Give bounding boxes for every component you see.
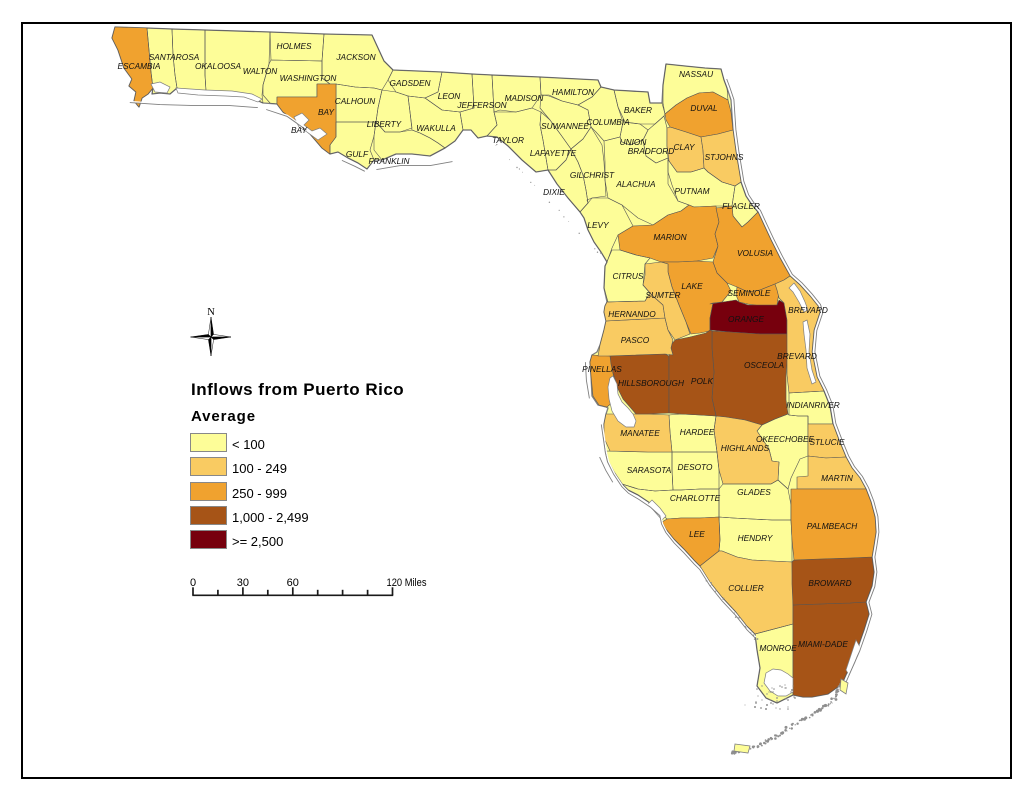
svg-text:HERNANDO: HERNANDO — [608, 309, 656, 319]
svg-text:30: 30 — [237, 577, 249, 589]
svg-text:JEFFERSON: JEFFERSON — [456, 100, 506, 110]
svg-text:HENDRY: HENDRY — [738, 533, 774, 543]
svg-text:DIXIE: DIXIE — [543, 187, 565, 197]
svg-text:MARTIN: MARTIN — [821, 473, 853, 483]
svg-text:BAY: BAY — [318, 107, 335, 117]
svg-text:GLADES: GLADES — [737, 487, 771, 497]
svg-text:COLLIER: COLLIER — [728, 583, 764, 593]
svg-text:LAFAYETTE: LAFAYETTE — [530, 148, 577, 158]
svg-text:POLK: POLK — [691, 376, 714, 386]
svg-text:FLAGLER: FLAGLER — [722, 201, 760, 211]
svg-text:INDIANRIVER: INDIANRIVER — [786, 400, 839, 410]
svg-text:LIBERTY: LIBERTY — [367, 119, 403, 129]
svg-text:SUWANNEE: SUWANNEE — [541, 121, 589, 131]
svg-text:SUMTER: SUMTER — [645, 290, 680, 300]
svg-text:ESCAMBIA: ESCAMBIA — [118, 61, 161, 71]
svg-text:MANATEE: MANATEE — [620, 428, 660, 438]
svg-text:WALTON: WALTON — [243, 66, 278, 76]
svg-text:HOLMES: HOLMES — [276, 41, 312, 51]
svg-text:CHARLOTTE: CHARLOTTE — [670, 493, 721, 503]
svg-text:PINELLAS: PINELLAS — [582, 364, 622, 374]
svg-text:PUTNAM: PUTNAM — [674, 186, 709, 196]
svg-text:N: N — [207, 307, 215, 318]
svg-text:SEMINOLE: SEMINOLE — [728, 288, 771, 298]
svg-text:JACKSON: JACKSON — [335, 52, 375, 62]
svg-text:VOLUSIA: VOLUSIA — [737, 248, 773, 258]
svg-text:STLUCIE: STLUCIE — [809, 437, 845, 447]
svg-text:ORANGE: ORANGE — [728, 314, 764, 324]
svg-text:SANTAROSA: SANTAROSA — [149, 52, 200, 62]
svg-text:BREVARD: BREVARD — [777, 351, 817, 361]
svg-text:PASCO: PASCO — [621, 335, 650, 345]
svg-text:SARASOTA: SARASOTA — [627, 465, 672, 475]
svg-text:BRADFORD: BRADFORD — [628, 146, 675, 156]
svg-text:BAY: BAY — [291, 125, 308, 135]
svg-text:MONROE: MONROE — [759, 643, 797, 653]
svg-text:GILCHRIST: GILCHRIST — [570, 170, 615, 180]
svg-text:FRANKLIN: FRANKLIN — [368, 156, 409, 166]
svg-text:0: 0 — [190, 577, 196, 589]
svg-text:MADISON: MADISON — [505, 93, 544, 103]
svg-text:LEVY: LEVY — [587, 220, 610, 230]
svg-text:HIGHLANDS: HIGHLANDS — [721, 443, 770, 453]
svg-text:CITRUS: CITRUS — [613, 271, 644, 281]
svg-text:PALMBEACH: PALMBEACH — [807, 521, 858, 531]
svg-text:CALHOUN: CALHOUN — [335, 96, 376, 106]
svg-text:120 Miles: 120 Miles — [387, 577, 427, 589]
svg-text:WASHINGTON: WASHINGTON — [280, 73, 337, 83]
svg-text:GULF: GULF — [346, 149, 369, 159]
svg-text:CLAY: CLAY — [673, 142, 696, 152]
svg-text:WAKULLA: WAKULLA — [416, 123, 456, 133]
svg-text:LAKE: LAKE — [681, 281, 703, 291]
svg-text:OSCEOLA: OSCEOLA — [744, 360, 785, 370]
svg-text:ALACHUA: ALACHUA — [615, 179, 656, 189]
svg-text:UNION: UNION — [620, 137, 647, 147]
svg-text:NASSAU: NASSAU — [679, 69, 714, 79]
svg-text:BAKER: BAKER — [624, 105, 652, 115]
svg-text:GADSDEN: GADSDEN — [389, 78, 430, 88]
svg-text:HILLSBOROUGH: HILLSBOROUGH — [618, 378, 684, 388]
svg-text:STJOHNS: STJOHNS — [705, 152, 744, 162]
svg-text:COLUMBIA: COLUMBIA — [586, 117, 630, 127]
svg-text:BROWARD: BROWARD — [808, 578, 851, 588]
svg-text:BREVARD: BREVARD — [788, 305, 828, 315]
svg-text:MARION: MARION — [653, 232, 686, 242]
svg-text:HARDEE: HARDEE — [680, 427, 715, 437]
svg-text:OKEECHOBEE: OKEECHOBEE — [756, 434, 815, 444]
svg-text:MIAMI-DADE: MIAMI-DADE — [798, 639, 848, 649]
svg-text:LEE: LEE — [689, 529, 705, 539]
svg-text:60: 60 — [287, 577, 299, 589]
svg-text:DUVAL: DUVAL — [690, 103, 718, 113]
svg-text:LEON: LEON — [438, 91, 461, 101]
svg-text:HAMILTON: HAMILTON — [552, 87, 594, 97]
svg-text:OKALOOSA: OKALOOSA — [195, 61, 242, 71]
svg-text:DESOTO: DESOTO — [678, 462, 713, 472]
svg-text:TAYLOR: TAYLOR — [492, 135, 524, 145]
